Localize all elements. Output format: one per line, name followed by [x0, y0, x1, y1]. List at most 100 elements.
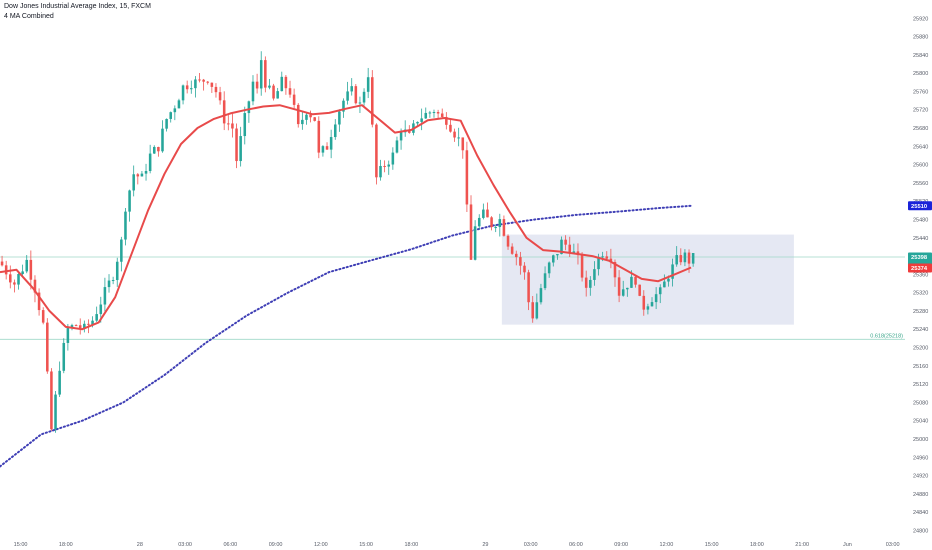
candle-body [560, 239, 563, 255]
candle-body [333, 124, 337, 138]
x-tick-label: 18:00 [404, 542, 418, 548]
candle-body [445, 116, 448, 125]
candle-body [280, 76, 284, 92]
candle-body [305, 114, 308, 120]
candle-body [111, 280, 115, 282]
candle-body [190, 88, 193, 90]
price-badge [908, 201, 932, 211]
y-tick-label: 25320 [913, 291, 928, 297]
candle-body [543, 273, 547, 289]
candle-body [25, 259, 29, 272]
price-axis: 24800 24840 24880 24920 24960 25000 25040 25080… [913, 16, 928, 534]
candle-body [120, 239, 123, 262]
candle-body [206, 81, 210, 83]
candle-body [268, 85, 271, 88]
candle-body [235, 128, 238, 162]
candle-body [683, 252, 687, 263]
candle-body [296, 104, 300, 125]
candle-body [383, 165, 386, 167]
x-tick-label: 03:00 [524, 542, 538, 548]
x-tick-label: 06:00 [223, 542, 237, 548]
candle-body [654, 294, 658, 303]
candle-body [227, 123, 230, 125]
ma-fast-line [0, 104, 692, 331]
candle-body [58, 370, 61, 395]
candle-body [342, 100, 345, 112]
candle-body [428, 112, 432, 114]
candle-body [181, 85, 185, 101]
candle-body [157, 146, 160, 152]
x-tick-label: 12:00 [314, 542, 328, 548]
candle-body [87, 323, 90, 325]
y-tick-label: 25200 [913, 346, 928, 352]
candle-body [177, 100, 181, 109]
y-tick-label: 25360 [913, 272, 928, 278]
candle-body [399, 132, 403, 141]
x-tick-label: 18:00 [59, 542, 73, 548]
candle-body [465, 150, 469, 205]
ma-slow-line [0, 204, 693, 468]
candle-body [0, 261, 4, 266]
x-tick-label: 28 [137, 542, 143, 548]
candle-body [107, 280, 111, 288]
x-tick-label: 29 [482, 542, 488, 548]
candle-body [494, 227, 497, 229]
x-tick-label: 09:00 [269, 542, 283, 548]
candle-body [13, 282, 16, 285]
candle-body [424, 112, 428, 119]
candle-body [276, 91, 279, 99]
candle-body [663, 281, 666, 288]
candle-body [482, 209, 485, 218]
candle-body [46, 322, 49, 372]
y-tick-label: 25440 [913, 236, 928, 242]
y-tick-label: 25800 [913, 71, 928, 77]
candle-body [667, 278, 670, 282]
candle-body [420, 118, 423, 122]
candle-body [54, 394, 57, 430]
candle-body [152, 146, 156, 154]
candle-body [658, 287, 662, 295]
x-tick-label: 18:00 [750, 542, 764, 548]
candle-body [309, 114, 312, 118]
candle-body [95, 314, 98, 321]
candle-body [638, 284, 641, 296]
candle-body [375, 124, 378, 178]
y-tick-label: 25240 [913, 327, 928, 333]
y-tick-label: 25040 [913, 419, 928, 425]
candle-body [74, 325, 78, 327]
y-tick-label: 24840 [913, 510, 928, 516]
candle-body [243, 113, 247, 137]
candle-body [288, 88, 292, 95]
candle-body [589, 279, 592, 288]
candle-body [21, 271, 24, 275]
candle-body [284, 76, 288, 89]
candle-body [449, 124, 452, 132]
candle-body [605, 256, 609, 259]
candle-body [527, 272, 530, 303]
candle-body [202, 79, 205, 82]
y-tick-label: 24920 [913, 474, 928, 480]
y-tick-label: 25760 [913, 89, 928, 95]
candle-body [354, 86, 358, 104]
candle-body [259, 60, 263, 89]
y-tick-label: 25680 [913, 126, 928, 132]
candle-body [547, 262, 551, 274]
y-tick-label: 25480 [913, 217, 928, 223]
candle-body [679, 255, 683, 263]
x-tick-label: Jun [843, 542, 852, 548]
y-tick-label: 24800 [913, 528, 928, 534]
candle-body [514, 253, 518, 258]
price-badge-label: 25510 [911, 204, 927, 210]
candle-body [609, 258, 613, 262]
candle-body [601, 256, 604, 258]
y-tick-label: 25000 [913, 437, 928, 443]
candle-body [50, 371, 53, 430]
y-tick-label: 25640 [913, 144, 928, 150]
indicator-label: 4 MA Combined [4, 13, 54, 20]
candle-body [255, 81, 259, 89]
candle-body [301, 119, 304, 125]
candle-body [564, 239, 567, 245]
candle-body [78, 325, 82, 328]
candle-body [70, 325, 74, 329]
